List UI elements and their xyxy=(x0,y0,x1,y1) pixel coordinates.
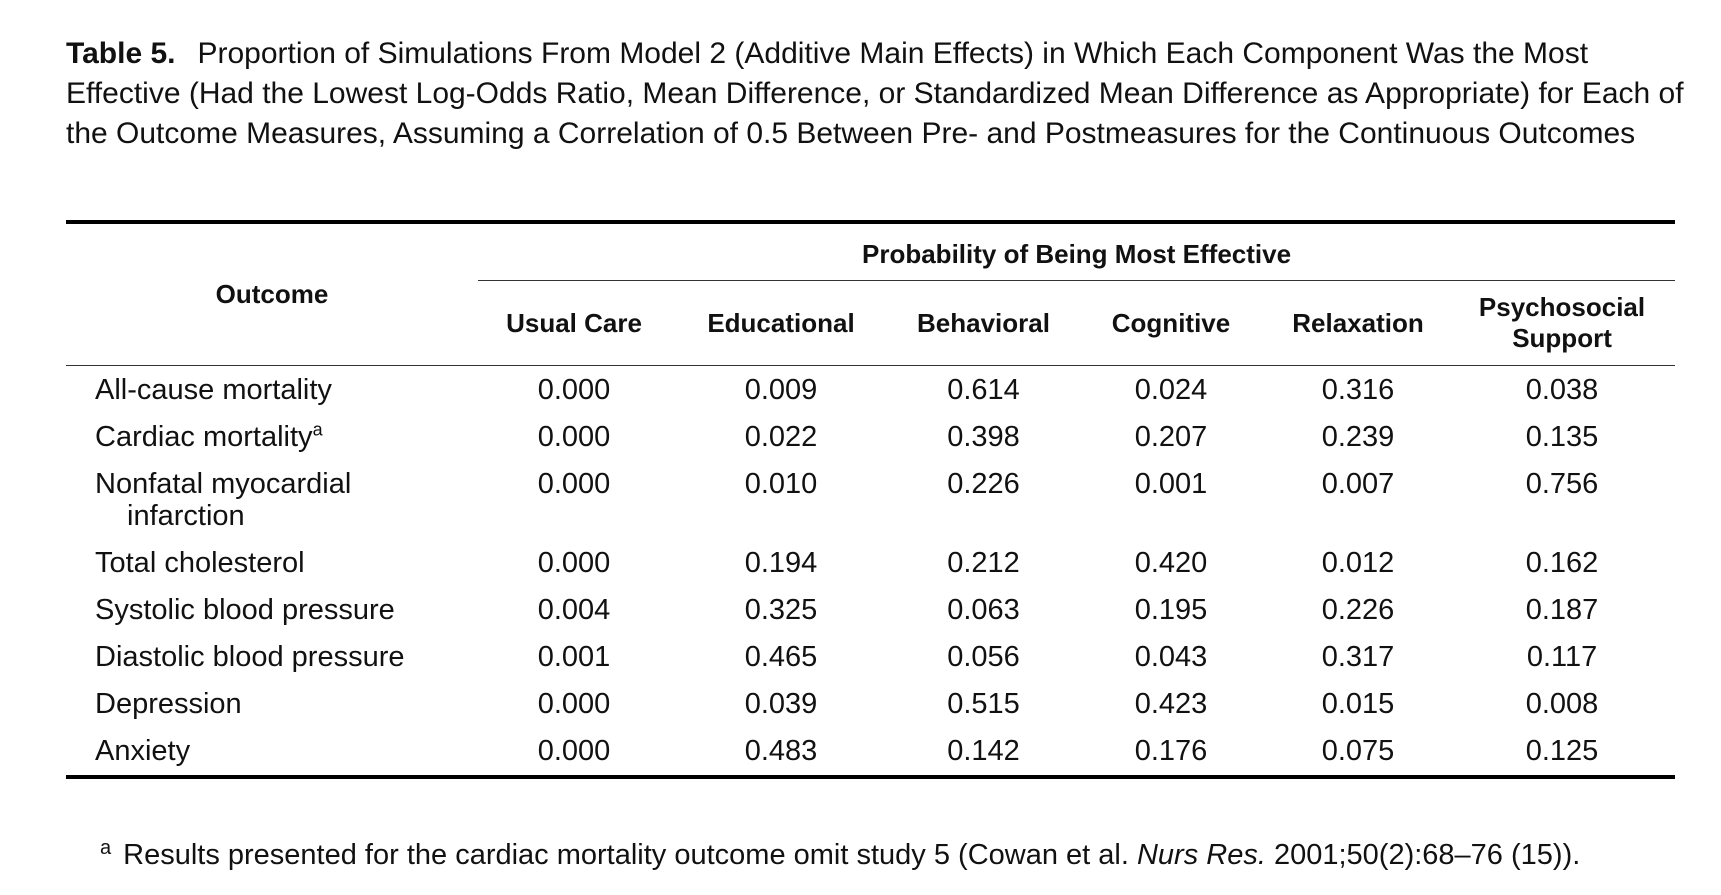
cell-value: 0.483 xyxy=(670,727,892,779)
cell-value: 0.195 xyxy=(1134,594,1208,626)
cell-value: 0.614 xyxy=(947,374,1020,406)
cell-value: 0.056 xyxy=(947,641,1020,673)
cell-value: 0.038 xyxy=(1525,374,1599,406)
cell-value: 0.420 xyxy=(1134,547,1208,579)
cell-value: 0.001 xyxy=(537,641,611,673)
cell-value: 0.000 xyxy=(537,374,611,406)
table-row: Systolic blood pressure 0.004 0.325 0.06… xyxy=(66,586,1675,633)
cell-value: 0.226 xyxy=(947,468,1020,500)
spanner-header: Probability of Being Most Effective xyxy=(478,220,1676,281)
table-row: Diastolic blood pressure 0.001 0.465 0.0… xyxy=(66,633,1675,680)
cell-value: 0.194 xyxy=(744,547,818,579)
column-header-cognitive: Cognitive xyxy=(1075,280,1267,366)
results-table: Outcome Probability of Being Most Effect… xyxy=(66,220,1676,779)
cell-value: 0.135 xyxy=(1525,421,1599,453)
cell-value: 0.515 xyxy=(947,688,1020,720)
cell-value: 0.010 xyxy=(744,468,818,500)
cell-value: 0.125 xyxy=(1449,727,1676,779)
table-row: Cardiac mortalitya 0.000 0.022 0.398 0.2… xyxy=(66,413,1675,460)
cell-value: 0.117 xyxy=(1526,641,1598,673)
cell-value: 0.004 xyxy=(537,594,611,626)
row-outcome-continuation: infarction xyxy=(127,500,245,532)
cell-value: 0.325 xyxy=(744,594,818,626)
cell-value: 0.000 xyxy=(537,468,611,500)
row-outcome: Cardiac mortality xyxy=(95,421,313,453)
cell-value: 0.008 xyxy=(1525,688,1599,720)
cell-value: 0.022 xyxy=(744,421,818,453)
cell-value: 0.423 xyxy=(1134,688,1208,720)
cell-value: 0.226 xyxy=(1321,594,1395,626)
row-outcome: Anxiety xyxy=(66,727,478,779)
cell-value: 0.063 xyxy=(947,594,1020,626)
cell-value: 0.000 xyxy=(537,421,611,453)
table-footnote: a Results presented for the cardiac morta… xyxy=(100,830,1580,873)
cell-value: 0.043 xyxy=(1134,641,1208,673)
footnote-marker: a xyxy=(312,419,323,440)
table-label: Table 5. xyxy=(66,37,176,70)
cell-value: 0.316 xyxy=(1321,374,1395,406)
cell-value: 0.039 xyxy=(744,688,818,720)
table-row: All-cause mortality 0.000 0.009 0.614 0.… xyxy=(66,366,1675,414)
row-outcome: Systolic blood pressure xyxy=(95,594,395,626)
row-outcome: Diastolic blood pressure xyxy=(95,641,405,673)
cell-value: 0.207 xyxy=(1134,421,1208,453)
row-outcome: Nonfatal myocardial xyxy=(95,468,352,500)
cell-value: 0.142 xyxy=(892,727,1075,779)
footnote-text-before: Results presented for the cardiac mortal… xyxy=(123,839,1129,871)
column-header-usual-care: Usual Care xyxy=(478,280,670,366)
row-outcome: Total cholesterol xyxy=(95,547,305,579)
row-outcome-cell: Cardiac mortalitya xyxy=(66,413,478,460)
cell-value: 0.176 xyxy=(1075,727,1267,779)
table-row: Depression 0.000 0.039 0.515 0.423 0.015… xyxy=(66,680,1675,727)
cell-value: 0.075 xyxy=(1267,727,1449,779)
table-row: Total cholesterol 0.000 0.194 0.212 0.42… xyxy=(66,539,1675,586)
outcome-header: Outcome xyxy=(66,220,478,366)
column-header-educational: Educational xyxy=(670,280,892,366)
cell-value: 0.756 xyxy=(1525,468,1599,500)
cell-value: 0.398 xyxy=(947,421,1020,453)
cell-value: 0.162 xyxy=(1525,547,1599,579)
cell-value: 0.001 xyxy=(1134,468,1208,500)
cell-value: 0.015 xyxy=(1321,688,1395,720)
table-container: Outcome Probability of Being Most Effect… xyxy=(66,220,1676,779)
cell-value: 0.024 xyxy=(1134,374,1208,406)
cell-value: 0.465 xyxy=(744,641,818,673)
row-outcome: All-cause mortality xyxy=(95,374,332,406)
footnote-journal: Nurs Res. xyxy=(1136,839,1266,871)
table-caption: Table 5. Proportion of Simulations From M… xyxy=(66,34,1686,154)
column-header-relaxation: Relaxation xyxy=(1267,280,1449,366)
cell-value: 0.000 xyxy=(537,688,611,720)
cell-value: 0.239 xyxy=(1321,421,1395,453)
caption-text: Proportion of Simulations From Model 2 (… xyxy=(66,37,1684,150)
cell-value: 0.012 xyxy=(1321,547,1395,579)
table-row: Anxiety 0.000 0.483 0.142 0.176 0.075 0.… xyxy=(66,727,1676,779)
table-row: Nonfatal myocardial infarction 0.000 0.01… xyxy=(66,460,1675,539)
cell-value: 0.000 xyxy=(478,727,670,779)
cell-value: 0.009 xyxy=(744,374,818,406)
cell-value: 0.212 xyxy=(947,547,1020,579)
column-header-behavioral: Behavioral xyxy=(892,280,1075,366)
cell-value: 0.187 xyxy=(1525,594,1599,626)
cell-value: 0.007 xyxy=(1321,468,1395,500)
cell-value: 0.000 xyxy=(537,547,611,579)
row-outcome-cell: Nonfatal myocardial infarction xyxy=(66,460,478,539)
column-header-psychosocial-support: Psychosocial Support xyxy=(1449,280,1676,366)
footnote-text-after: 2001;50(2):68–76 (15)). xyxy=(1273,839,1581,871)
cell-value: 0.317 xyxy=(1321,641,1395,673)
row-outcome: Depression xyxy=(95,688,242,720)
footnote-mark: a xyxy=(100,837,112,859)
